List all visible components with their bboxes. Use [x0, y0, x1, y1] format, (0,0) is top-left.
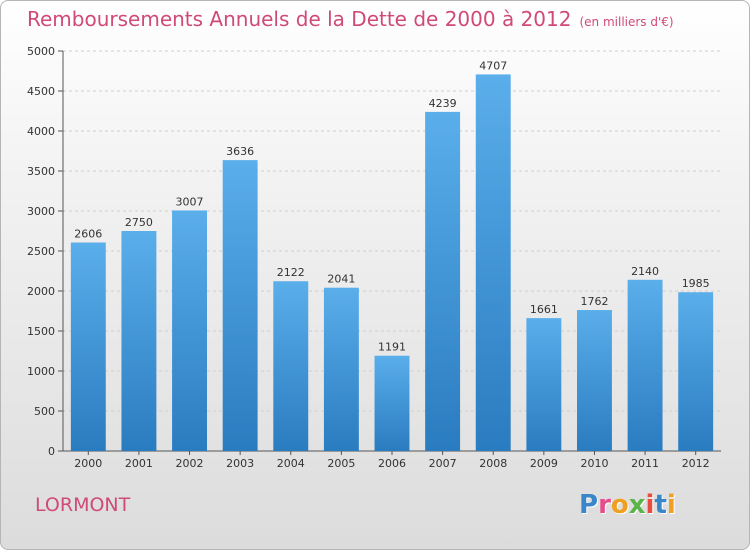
- x-tick-label: 2012: [682, 457, 710, 470]
- x-tick-label: 2004: [277, 457, 305, 470]
- bar: [627, 279, 663, 451]
- bar: [273, 281, 309, 451]
- bar: [121, 231, 157, 451]
- bar: [526, 318, 562, 451]
- logo-letter: r: [598, 490, 611, 520]
- bar: [425, 111, 461, 451]
- logo-letter: t: [654, 490, 667, 520]
- y-tick-label: 5000: [27, 45, 55, 58]
- bar: [172, 210, 208, 451]
- data-label: 4239: [429, 97, 457, 110]
- data-label: 4707: [479, 59, 507, 72]
- y-tick-label: 3000: [27, 205, 55, 218]
- chart-title-text: Remboursements Annuels de la Dette de 20…: [27, 7, 572, 31]
- x-tick-label: 2000: [74, 457, 102, 470]
- x-tick-label: 2005: [327, 457, 355, 470]
- y-tick-label: 1500: [27, 325, 55, 338]
- data-label: 2140: [631, 265, 659, 278]
- data-label: 1985: [682, 277, 710, 290]
- bar: [70, 242, 106, 451]
- y-tick-label: 2000: [27, 285, 55, 298]
- x-tick-label: 2002: [176, 457, 204, 470]
- x-tick-label: 2007: [429, 457, 457, 470]
- bar: [678, 292, 714, 451]
- x-tick-label: 2001: [125, 457, 153, 470]
- x-tick-label: 2009: [530, 457, 558, 470]
- x-tick-label: 2010: [580, 457, 608, 470]
- bar: [475, 74, 511, 451]
- logo-letter: o: [610, 490, 629, 520]
- commune-name: LORMONT: [35, 494, 131, 516]
- data-label: 1661: [530, 303, 558, 316]
- x-tick-label: 2003: [226, 457, 254, 470]
- x-tick-label: 2011: [631, 457, 659, 470]
- y-tick-label: 2500: [27, 245, 55, 258]
- data-label: 3007: [176, 195, 204, 208]
- data-label: 1191: [378, 341, 406, 354]
- chart-unit: (en milliers d'€): [579, 15, 674, 29]
- bar: [222, 160, 258, 451]
- y-tick-label: 3500: [27, 165, 55, 178]
- logo-letter: i: [666, 490, 676, 520]
- x-tick-label: 2006: [378, 457, 406, 470]
- y-tick-label: 1000: [27, 365, 55, 378]
- data-label: 2606: [74, 228, 102, 241]
- y-tick-label: 4000: [27, 125, 55, 138]
- data-label: 2122: [277, 266, 305, 279]
- x-tick-label: 2008: [479, 457, 507, 470]
- bar: [374, 355, 410, 451]
- y-tick-label: 0: [48, 445, 55, 458]
- proxiti-logo: Proxiti: [579, 490, 676, 520]
- y-tick-label: 4500: [27, 85, 55, 98]
- bar: [323, 287, 359, 451]
- bar: [576, 310, 612, 451]
- logo-letter: x: [628, 490, 646, 520]
- logo-letter: i: [645, 490, 655, 520]
- data-label: 1762: [580, 295, 608, 308]
- data-label: 2041: [327, 273, 355, 286]
- y-tick-label: 500: [34, 405, 55, 418]
- logo-letter: P: [579, 490, 599, 520]
- chart-title: Remboursements Annuels de la Dette de 20…: [27, 7, 674, 31]
- data-label: 2750: [125, 216, 153, 229]
- data-label: 3636: [226, 145, 254, 158]
